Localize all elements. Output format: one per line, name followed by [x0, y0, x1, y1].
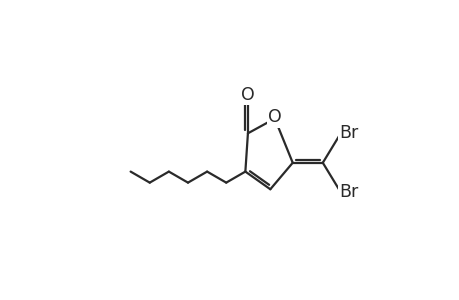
Text: O: O — [267, 108, 281, 126]
Text: Br: Br — [339, 183, 358, 201]
Text: Br: Br — [339, 124, 358, 142]
Text: O: O — [241, 85, 254, 103]
